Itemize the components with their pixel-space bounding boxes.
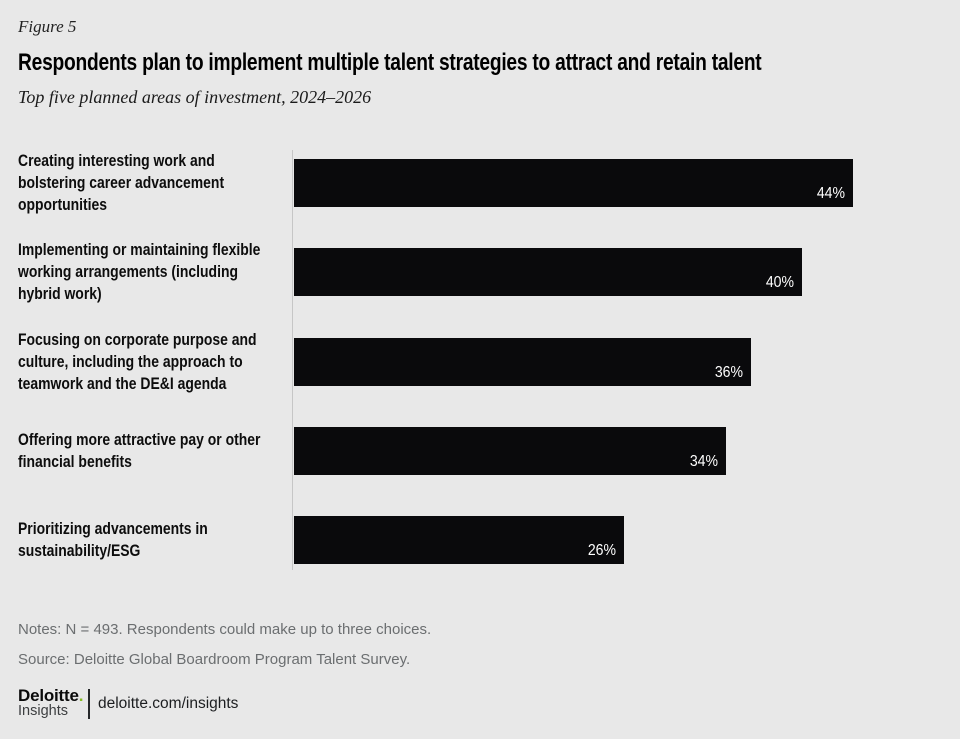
insights-url: deloitte.com/insights	[98, 695, 239, 712]
deloitte-logo: Deloitte.	[18, 687, 83, 704]
category-label: Prioritizing advancements in sustainabil…	[18, 519, 208, 561]
chart-title: Respondents plan to implement multiple t…	[18, 49, 762, 76]
bar: 36%	[294, 337, 751, 386]
category-label: Creating interesting work and bolstering…	[18, 151, 225, 214]
bar-value-label: 34%	[689, 452, 718, 470]
bar: 34%	[294, 426, 726, 475]
notes-text: Notes: N = 493. Respondents could make u…	[18, 621, 432, 638]
chart-subtitle: Top five planned areas of investment, 20…	[18, 87, 372, 107]
bar: 26%	[294, 516, 624, 565]
bar-value-label: 44%	[816, 185, 845, 202]
logo-divider	[88, 689, 90, 719]
y-axis-line	[292, 150, 293, 570]
bar: 44%	[294, 159, 853, 207]
source-text: Source: Deloitte Global Boardroom Progra…	[18, 651, 411, 668]
category-label: Focusing on corporate purpose and cultur…	[18, 329, 257, 393]
bar: 40%	[294, 248, 802, 297]
deloitte-green-dot: .	[78, 686, 84, 705]
category-label: Offering more attractive pay or other fi…	[18, 429, 261, 471]
deloitte-wordmark: Deloitte	[18, 686, 79, 705]
category-label: Implementing or maintaining flexible wor…	[18, 240, 261, 304]
bar-value-label: 26%	[587, 542, 616, 560]
insights-wordmark: Insights	[18, 703, 68, 719]
bar-value-label: 40%	[765, 274, 794, 292]
figure-label: Figure 5	[18, 17, 77, 36]
bar-value-label: 36%	[714, 363, 743, 381]
